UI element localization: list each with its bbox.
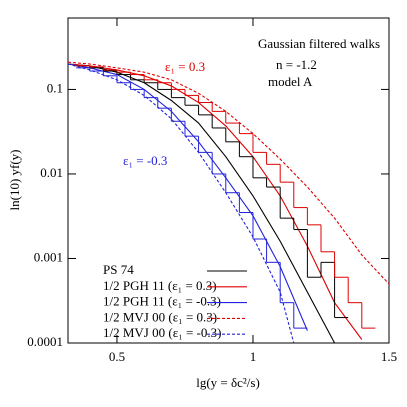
annotation: Gaussian filtered walks	[258, 36, 380, 51]
series-line	[68, 63, 363, 340]
y-tick-label: 0.001	[34, 249, 63, 264]
legend-label: PS 74	[103, 262, 134, 277]
y-tick-label: 0.0001	[27, 334, 63, 349]
annotation: ε₁ = 0.3	[165, 59, 205, 74]
legend-label: 1/2 MVJ 00 (ε₁ = 0.3)	[103, 309, 217, 324]
series-line	[68, 61, 389, 285]
annotation: n = -1.2	[276, 57, 317, 72]
legend-label: 1/2 PGH 11 (ε₁ = 0.3)	[103, 278, 217, 293]
annotation: model A	[268, 74, 313, 89]
y-tick-label: 0.1	[47, 80, 63, 95]
legend-label: 1/2 PGH 11 (ε₁ = -0.3)	[103, 294, 221, 309]
x-tick-label: 1	[250, 349, 257, 364]
legend-label: 1/2 MVJ 00 (ε₁ = -0.3)	[103, 325, 221, 340]
plot-area	[68, 61, 389, 343]
plot-frame	[67, 17, 390, 344]
annotation: ε₁ = -0.3	[123, 153, 167, 168]
x-axis-label: lg(y = δc²/s)	[196, 375, 260, 390]
x-tick-label: 1.5	[381, 349, 397, 364]
x-tick-label: 0.5	[109, 349, 125, 364]
y-axis-label: ln(10) yf(y)	[7, 149, 22, 210]
y-tick-label: 0.01	[40, 165, 63, 180]
